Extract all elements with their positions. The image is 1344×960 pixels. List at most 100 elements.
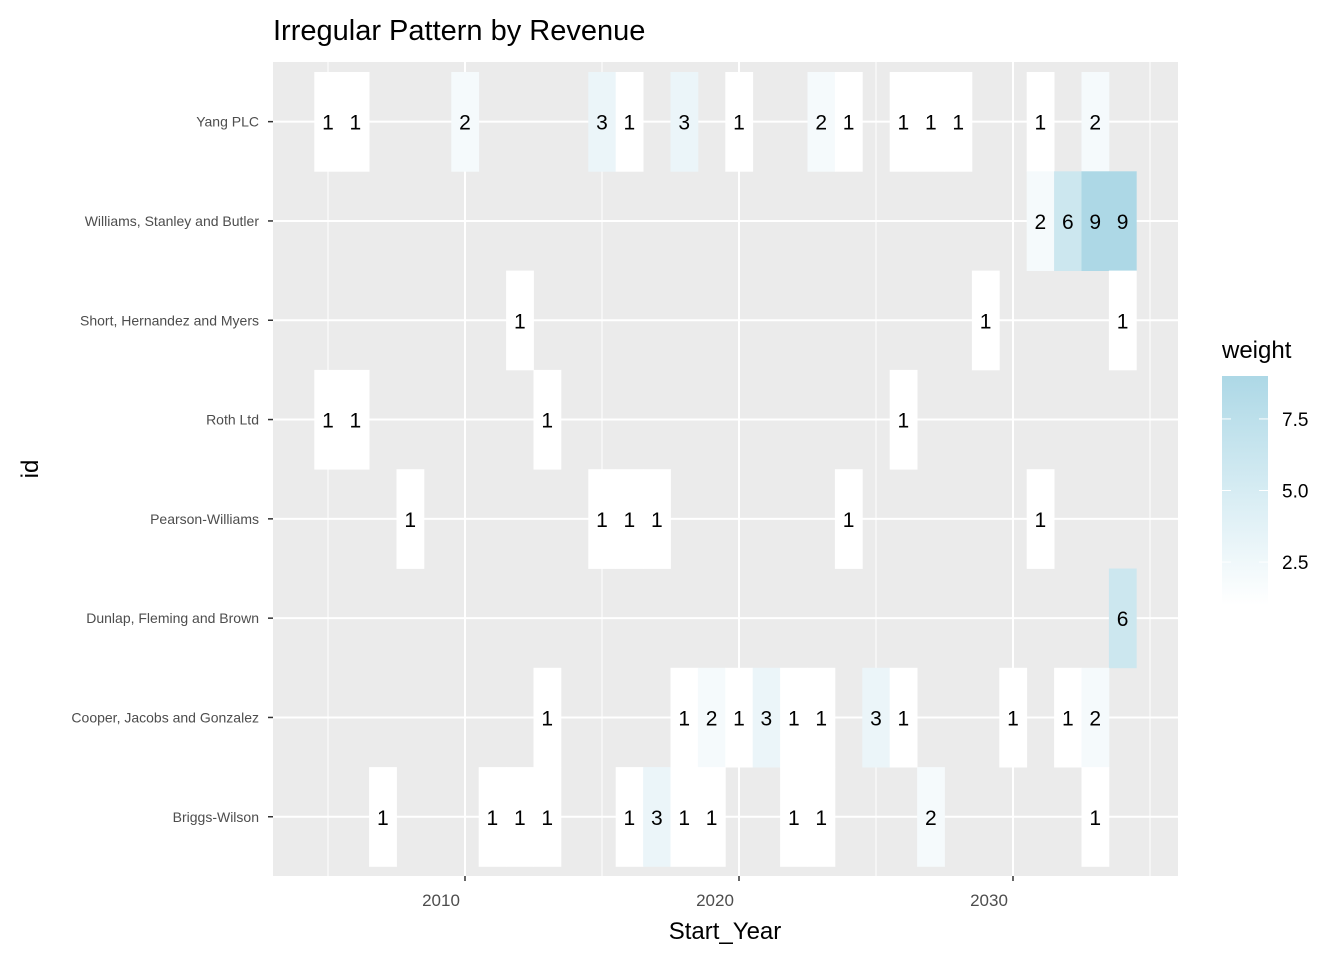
tile-value-label: 1: [322, 410, 334, 433]
heatmap-tile: [697, 667, 726, 768]
heatmap-tile: [725, 72, 754, 172]
x-tick-label: 2030: [970, 891, 1008, 910]
heatmap-tile: [478, 767, 507, 867]
tile-labels: 1 1 2 3 1 3 1 2 1 1 1 1 1 22 6 9 91 1 11 1 1 11 1 1 1 1 161 1 2 1 3 1 1 3…: [322, 112, 1128, 830]
y-tick-label: Briggs-Wilson: [173, 809, 259, 825]
heatmap-tile: [1054, 667, 1082, 768]
tile-value-label: 1: [678, 807, 690, 830]
y-tick-label: Dunlap, Fleming and Brown: [86, 610, 259, 626]
tile-value-label: 1: [541, 410, 553, 433]
heatmap-tile: [615, 72, 644, 172]
tile-value-label: 1: [678, 707, 690, 730]
tile-value-label: 6: [1062, 211, 1074, 234]
tile-value-label: 2: [925, 807, 937, 830]
tile-value-label: 2: [706, 707, 718, 730]
tile-value-label: 9: [1089, 211, 1101, 234]
heatmap-tile: [615, 469, 644, 569]
heatmap-tile: [971, 270, 1000, 371]
tile-value-label: 6: [1117, 608, 1129, 631]
heatmap-tile: [807, 72, 836, 172]
heatmap-tile: [807, 667, 836, 768]
heatmap-tile: [1081, 767, 1110, 867]
heatmap-tile: [670, 767, 699, 867]
heatmap-tile: [341, 369, 370, 470]
heatmap-tile: [506, 767, 534, 867]
tile-value-label: 3: [596, 112, 608, 135]
tile-value-label: 1: [541, 807, 553, 830]
tile-value-label: 3: [678, 112, 690, 135]
tile-value-label: 1: [898, 410, 910, 433]
tile-value-label: 1: [815, 807, 827, 830]
tile-value-label: 3: [870, 707, 882, 730]
heatmap-tile: [1081, 171, 1110, 271]
legend-tick-label: 2.5: [1282, 553, 1308, 574]
heatmap-tile: [1081, 667, 1110, 768]
heatmap-tile: [697, 767, 726, 867]
tile-value-label: 1: [651, 509, 663, 532]
y-tick-label: Pearson-Williams: [150, 511, 259, 527]
tile-value-label: 1: [404, 509, 416, 532]
y-axis: Yang PLC Williams, Stanley and Butler Shor…: [71, 114, 273, 825]
tile-value-label: 1: [350, 410, 362, 433]
tile-value-label: 1: [1062, 707, 1074, 730]
heatmap-tile: [615, 767, 644, 867]
tile-value-label: 1: [925, 112, 937, 135]
heatmap-tile: [889, 72, 918, 172]
heatmap-tile: [1026, 171, 1055, 271]
tile-value-label: 1: [1035, 509, 1047, 532]
heatmap-tile: [533, 767, 562, 867]
tile-value-label: 1: [706, 807, 718, 830]
heatmap-tile: [314, 369, 343, 470]
heatmap-tile: [1026, 469, 1055, 569]
heatmap-tile: [1108, 568, 1137, 669]
heatmap-tile: [533, 369, 562, 470]
tile-value-label: 1: [322, 112, 334, 135]
heatmap-tile: [341, 72, 370, 172]
tile-value-label: 1: [350, 112, 362, 135]
tile-value-label: 1: [952, 112, 964, 135]
tiles: [314, 72, 1137, 867]
tile-value-label: 1: [843, 509, 855, 532]
heatmap-tile: [1108, 171, 1137, 271]
heatmap-tile: [999, 667, 1028, 768]
y-tick-label: Williams, Stanley and Butler: [85, 213, 260, 229]
heatmap-tile: [780, 767, 808, 867]
y-axis-title: id: [17, 460, 44, 479]
tile-value-label: 2: [1089, 112, 1101, 135]
heatmap-tile: [725, 667, 754, 768]
legend-tick-label: 7.5: [1282, 410, 1308, 431]
heatmap-tile: [780, 667, 808, 768]
y-tick-label: Roth Ltd: [206, 412, 259, 428]
tile-value-label: 1: [514, 807, 526, 830]
heatmap-tile: [752, 667, 781, 768]
tile-value-label: 1: [980, 310, 992, 333]
tile-value-label: 1: [788, 807, 800, 830]
tile-value-label: 1: [843, 112, 855, 135]
legend-tick-label: 5.0: [1282, 482, 1308, 503]
heatmap-tile: [670, 72, 699, 172]
heatmap-tile: [889, 667, 918, 768]
heatmap-tile: [834, 72, 863, 172]
x-tick-label: 2010: [422, 891, 460, 910]
tile-value-label: 1: [733, 112, 745, 135]
x-axis: 2010 2020 2030: [422, 876, 1014, 910]
tile-value-label: 1: [624, 807, 636, 830]
y-tick-label: Short, Hernandez and Myers: [80, 312, 259, 328]
heatmap-tile: [807, 767, 836, 867]
heatmap-tile: [643, 469, 671, 569]
tile-value-label: 2: [1035, 211, 1047, 234]
tile-value-label: 1: [624, 112, 636, 135]
tile-value-label: 1: [1007, 707, 1019, 730]
heatmap-tile: [1081, 72, 1110, 172]
tile-value-label: 1: [1035, 112, 1047, 135]
tile-value-label: 1: [1089, 807, 1101, 830]
tile-value-label: 1: [487, 807, 499, 830]
x-axis-title: Start_Year: [669, 918, 782, 945]
legend-title: weight: [1221, 337, 1292, 364]
tile-value-label: 1: [733, 707, 745, 730]
tile-value-label: 3: [761, 707, 773, 730]
heatmap-tile: [670, 667, 699, 768]
heatmap-tile: [506, 270, 534, 371]
chart-title: Irregular Pattern by Revenue: [273, 15, 645, 47]
